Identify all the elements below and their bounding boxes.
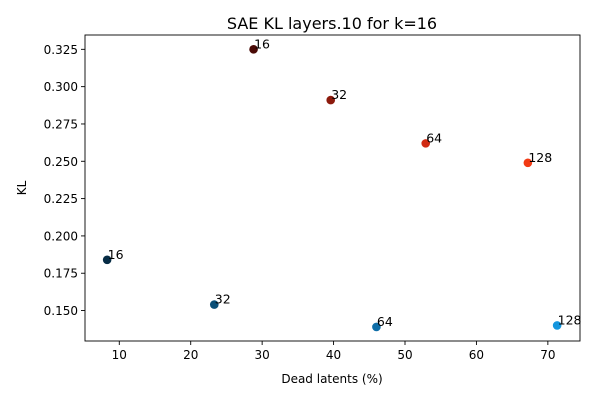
y-tick-label: 0.225: [44, 192, 78, 206]
data-point-label: 32: [331, 87, 347, 102]
y-axis-label: KL: [15, 180, 29, 195]
y-tick-label: 0.275: [44, 117, 78, 131]
x-tick-label: 30: [255, 348, 270, 362]
data-point-label: 32: [215, 292, 231, 307]
y-tick-label: 0.325: [44, 43, 78, 57]
data-point-label: 16: [108, 247, 124, 262]
x-tick-label: 20: [183, 348, 198, 362]
data-point: [421, 139, 431, 148]
chart-title: SAE KL layers.10 for k=16: [227, 14, 437, 33]
data-point-label: 128: [558, 312, 582, 327]
data-point-label: 64: [377, 314, 393, 329]
x-tick-label: 40: [326, 348, 341, 362]
data-point-label: 64: [426, 130, 442, 145]
data-point: [552, 321, 562, 330]
x-tick-label: 60: [469, 348, 484, 362]
data-point: [102, 255, 112, 265]
data-point-label: 128: [528, 150, 552, 165]
y-tick-label: 0.150: [44, 304, 78, 318]
axes-frame: [84, 34, 581, 342]
data-point: [209, 300, 219, 309]
x-tick-label: 70: [540, 348, 555, 362]
x-tick-label: 10: [112, 348, 127, 362]
x-tick-label: 50: [397, 348, 412, 362]
y-tick-label: 0.300: [44, 80, 78, 94]
y-tick-label: 0.175: [44, 267, 78, 281]
y-tick-label: 0.200: [44, 229, 78, 243]
data-point: [249, 45, 258, 54]
data-point: [372, 322, 381, 332]
y-tick-label: 0.250: [44, 155, 78, 169]
x-axis-label: Dead latents (%): [281, 372, 382, 386]
plot-area: 16 32 64 128 16 32 64 128: [102, 36, 582, 332]
data-point: [523, 158, 533, 168]
data-point: [326, 95, 336, 105]
data-point-label: 16: [254, 36, 270, 51]
